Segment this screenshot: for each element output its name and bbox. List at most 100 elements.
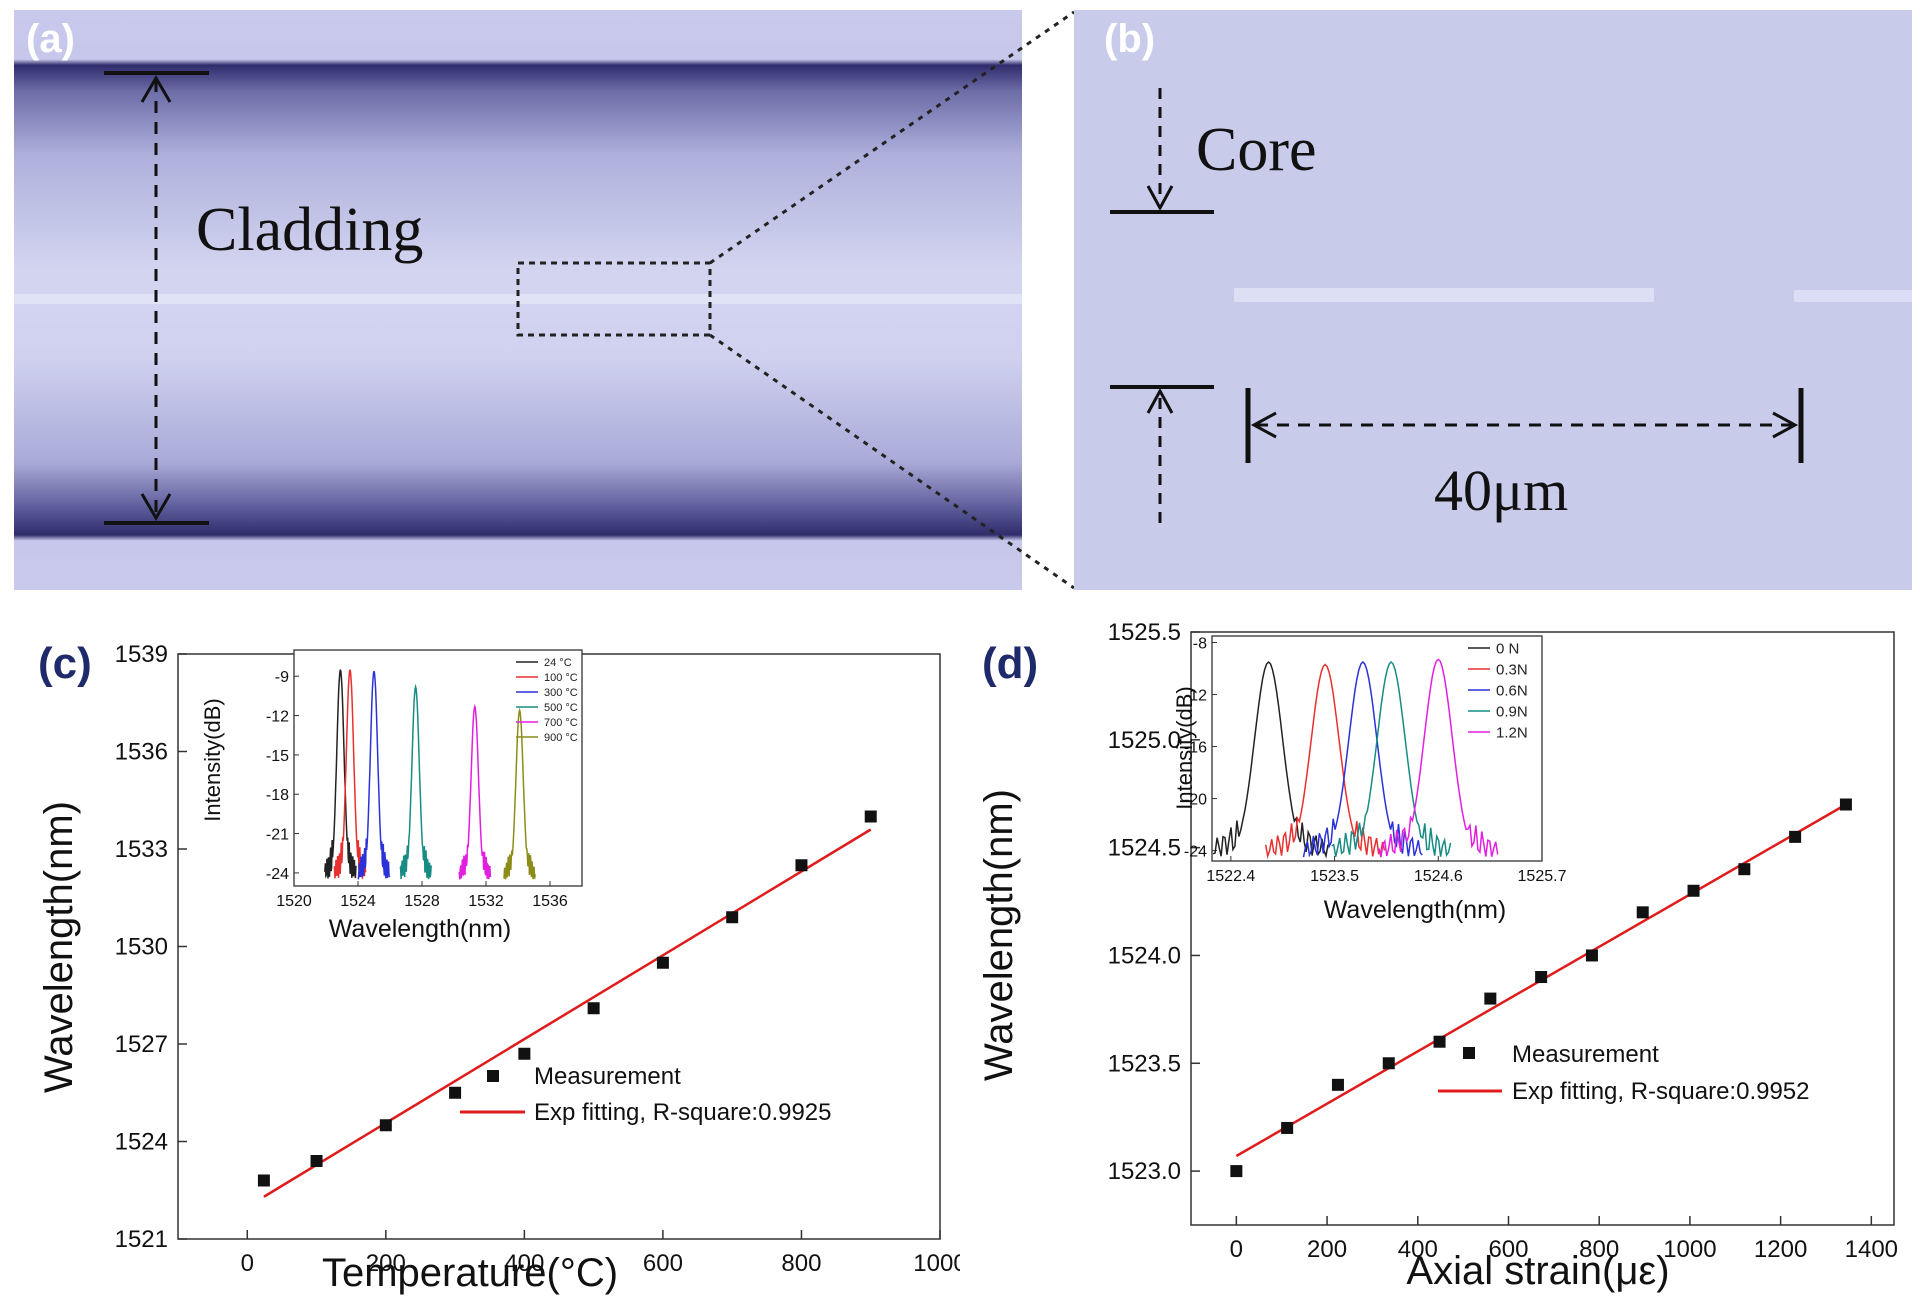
y-tick-label: 1525.5: [1108, 619, 1181, 646]
scale-arrow-left-icon: [1250, 411, 1277, 439]
inset-y-tick-label: -12: [266, 709, 289, 726]
legend: Measurement Exp fitting, R-square:0.9952: [1438, 1041, 1810, 1105]
data-point: [587, 1002, 600, 1015]
inset-legend-label: 700 °C: [544, 717, 578, 729]
data-point: [257, 1174, 270, 1187]
inset-legend-label: 900 °C: [544, 732, 578, 744]
inset-y-tick-label: -24: [266, 866, 289, 883]
cladding-arrow-down-icon: [140, 493, 172, 521]
data-point: [518, 1047, 531, 1060]
inset-x-tick-label: 1536: [532, 893, 568, 910]
x-tick-label: 800: [1579, 1236, 1619, 1263]
data-point: [1839, 798, 1852, 811]
data-point: [1484, 992, 1497, 1005]
legend-label-fit: Exp fitting, R-square:0.9952: [1512, 1078, 1810, 1105]
inset-spectrum-line: [357, 670, 391, 880]
inset-spectrum-line: [1331, 660, 1452, 858]
panel-label-c: (c): [38, 639, 92, 688]
y-tick-label: 1524.5: [1108, 835, 1181, 862]
zoom-connector: [709, 10, 1075, 590]
inset-x-axis-label: Wavelength(nm): [329, 915, 511, 943]
inset-x-tick-label: 1524.6: [1414, 868, 1463, 885]
data-point: [1535, 971, 1548, 984]
x-tick-label: 1200: [1754, 1236, 1807, 1263]
core-label: Core: [1196, 116, 1317, 184]
data-point: [1789, 830, 1802, 843]
measurement-series: [1230, 798, 1852, 1178]
inset-y-tick-label: -12: [1184, 688, 1207, 705]
x-axis-label: Temperature(°C): [322, 1251, 618, 1295]
microscope-image-core: (b) Core 40μm: [1074, 10, 1912, 590]
data-point: [864, 810, 877, 823]
inset-legend-label: 0.6N: [1496, 682, 1528, 699]
legend-marker-measurement: [487, 1070, 499, 1082]
data-point: [310, 1155, 323, 1167]
data-point: [726, 911, 739, 924]
measurement-series: [257, 810, 877, 1187]
x-tick-label: 600: [643, 1250, 683, 1277]
inset-spectrum-line: [324, 669, 357, 879]
inset-y-axis-label: Intensity(dB): [200, 698, 225, 822]
inset-y-axis-label: Intensity(dB): [1172, 686, 1197, 810]
data-point: [379, 1119, 392, 1132]
inset-spectrum-line: [1378, 658, 1499, 858]
data-point: [1230, 1165, 1243, 1178]
y-tick-label: 1533: [115, 836, 168, 863]
inset-x-tick-label: 1532: [468, 893, 504, 910]
y-tick-label: 1525.0: [1108, 727, 1181, 754]
legend-label-measurement: Measurement: [534, 1063, 681, 1090]
inset-legend-label: 24 °C: [544, 657, 572, 669]
y-axis: 1521 1524 1527 1530 1533 1536 1539: [115, 641, 187, 1253]
inset-legend-label: 100 °C: [544, 672, 578, 684]
plot-frame: [1190, 631, 1895, 1226]
cladding-arrow-up-icon: [140, 75, 172, 103]
inset-y-tick-label: -8: [1193, 636, 1207, 653]
inset-x-tick-label: 1525.7: [1518, 868, 1567, 885]
inset-chart: 1522.4 1523.5 1524.6 1525.7 -24 -20 -16 -12 -8 0…: [1172, 635, 1567, 924]
x-tick-label: 0: [1230, 1236, 1243, 1263]
x-tick-label: 400: [1398, 1236, 1438, 1263]
inset-y-tick-label: -24: [1184, 844, 1207, 861]
fit-line-series: [263, 828, 872, 1198]
data-point: [1382, 1057, 1395, 1070]
inset-spectrum-line: [503, 707, 536, 880]
y-tick-label: 1536: [115, 739, 168, 766]
x-axis-label: Axial strain(με): [1406, 1249, 1669, 1293]
inset-legend-label: 1.2N: [1496, 724, 1528, 741]
chart-axial-strain: (d) 0 200 400 600 800 1000 1200 1400 1523.01523…: [977, 619, 1898, 1293]
cladding-label: Cladding: [196, 196, 423, 264]
data-point: [1433, 1035, 1446, 1048]
x-tick-label: 1000: [1663, 1236, 1716, 1263]
x-tick-label: 0: [241, 1250, 254, 1277]
inset-spectrum-line: [1212, 660, 1329, 859]
inset-x-axis-label: Wavelength(nm): [1324, 896, 1506, 924]
inset-spectrum-line: [399, 683, 432, 880]
x-tick-label: 400: [504, 1250, 544, 1277]
panel-label-b: (b): [1104, 17, 1155, 61]
inset-x-tick-label: 1520: [276, 893, 312, 910]
core-arrow-up-icon: [1146, 387, 1174, 414]
microscope-image-cladding: (a) Cladding: [14, 10, 1022, 590]
inset-legend-label: 0.9N: [1496, 703, 1528, 720]
y-axis: 1523.0 1523.5 1524.0 1524.5 1525.0 1525.5: [1108, 619, 1200, 1185]
inset-y-tick-label: -15: [266, 748, 289, 765]
inset-y-tick-label: -9: [275, 669, 289, 686]
data-point: [795, 859, 808, 872]
fiber-core-line: [14, 294, 1022, 304]
y-axis-label: Wavelength(nm): [977, 789, 1021, 1081]
panel-label-d: (d): [982, 639, 1038, 688]
inset-chart: 1520 1524 1528 1532 1536 -24 -21 -18 -15 -12 -9 24…: [200, 649, 583, 943]
data-point: [1281, 1121, 1294, 1134]
inset-frame: [1211, 635, 1543, 862]
inset-frame: [293, 649, 583, 887]
x-axis: 0 200 400 600 800 1000 1200 1400: [1230, 1216, 1898, 1263]
y-axis-label: Wavelength(nm): [37, 801, 81, 1093]
y-tick-label: 1524.0: [1108, 942, 1181, 969]
x-tick-label: 600: [1488, 1236, 1528, 1263]
data-point: [1636, 906, 1649, 919]
inset-x-tick-label: 1524: [340, 893, 376, 910]
x-tick-label: 200: [1307, 1236, 1347, 1263]
data-point: [449, 1086, 462, 1099]
scale-arrow-right-icon: [1772, 411, 1799, 439]
